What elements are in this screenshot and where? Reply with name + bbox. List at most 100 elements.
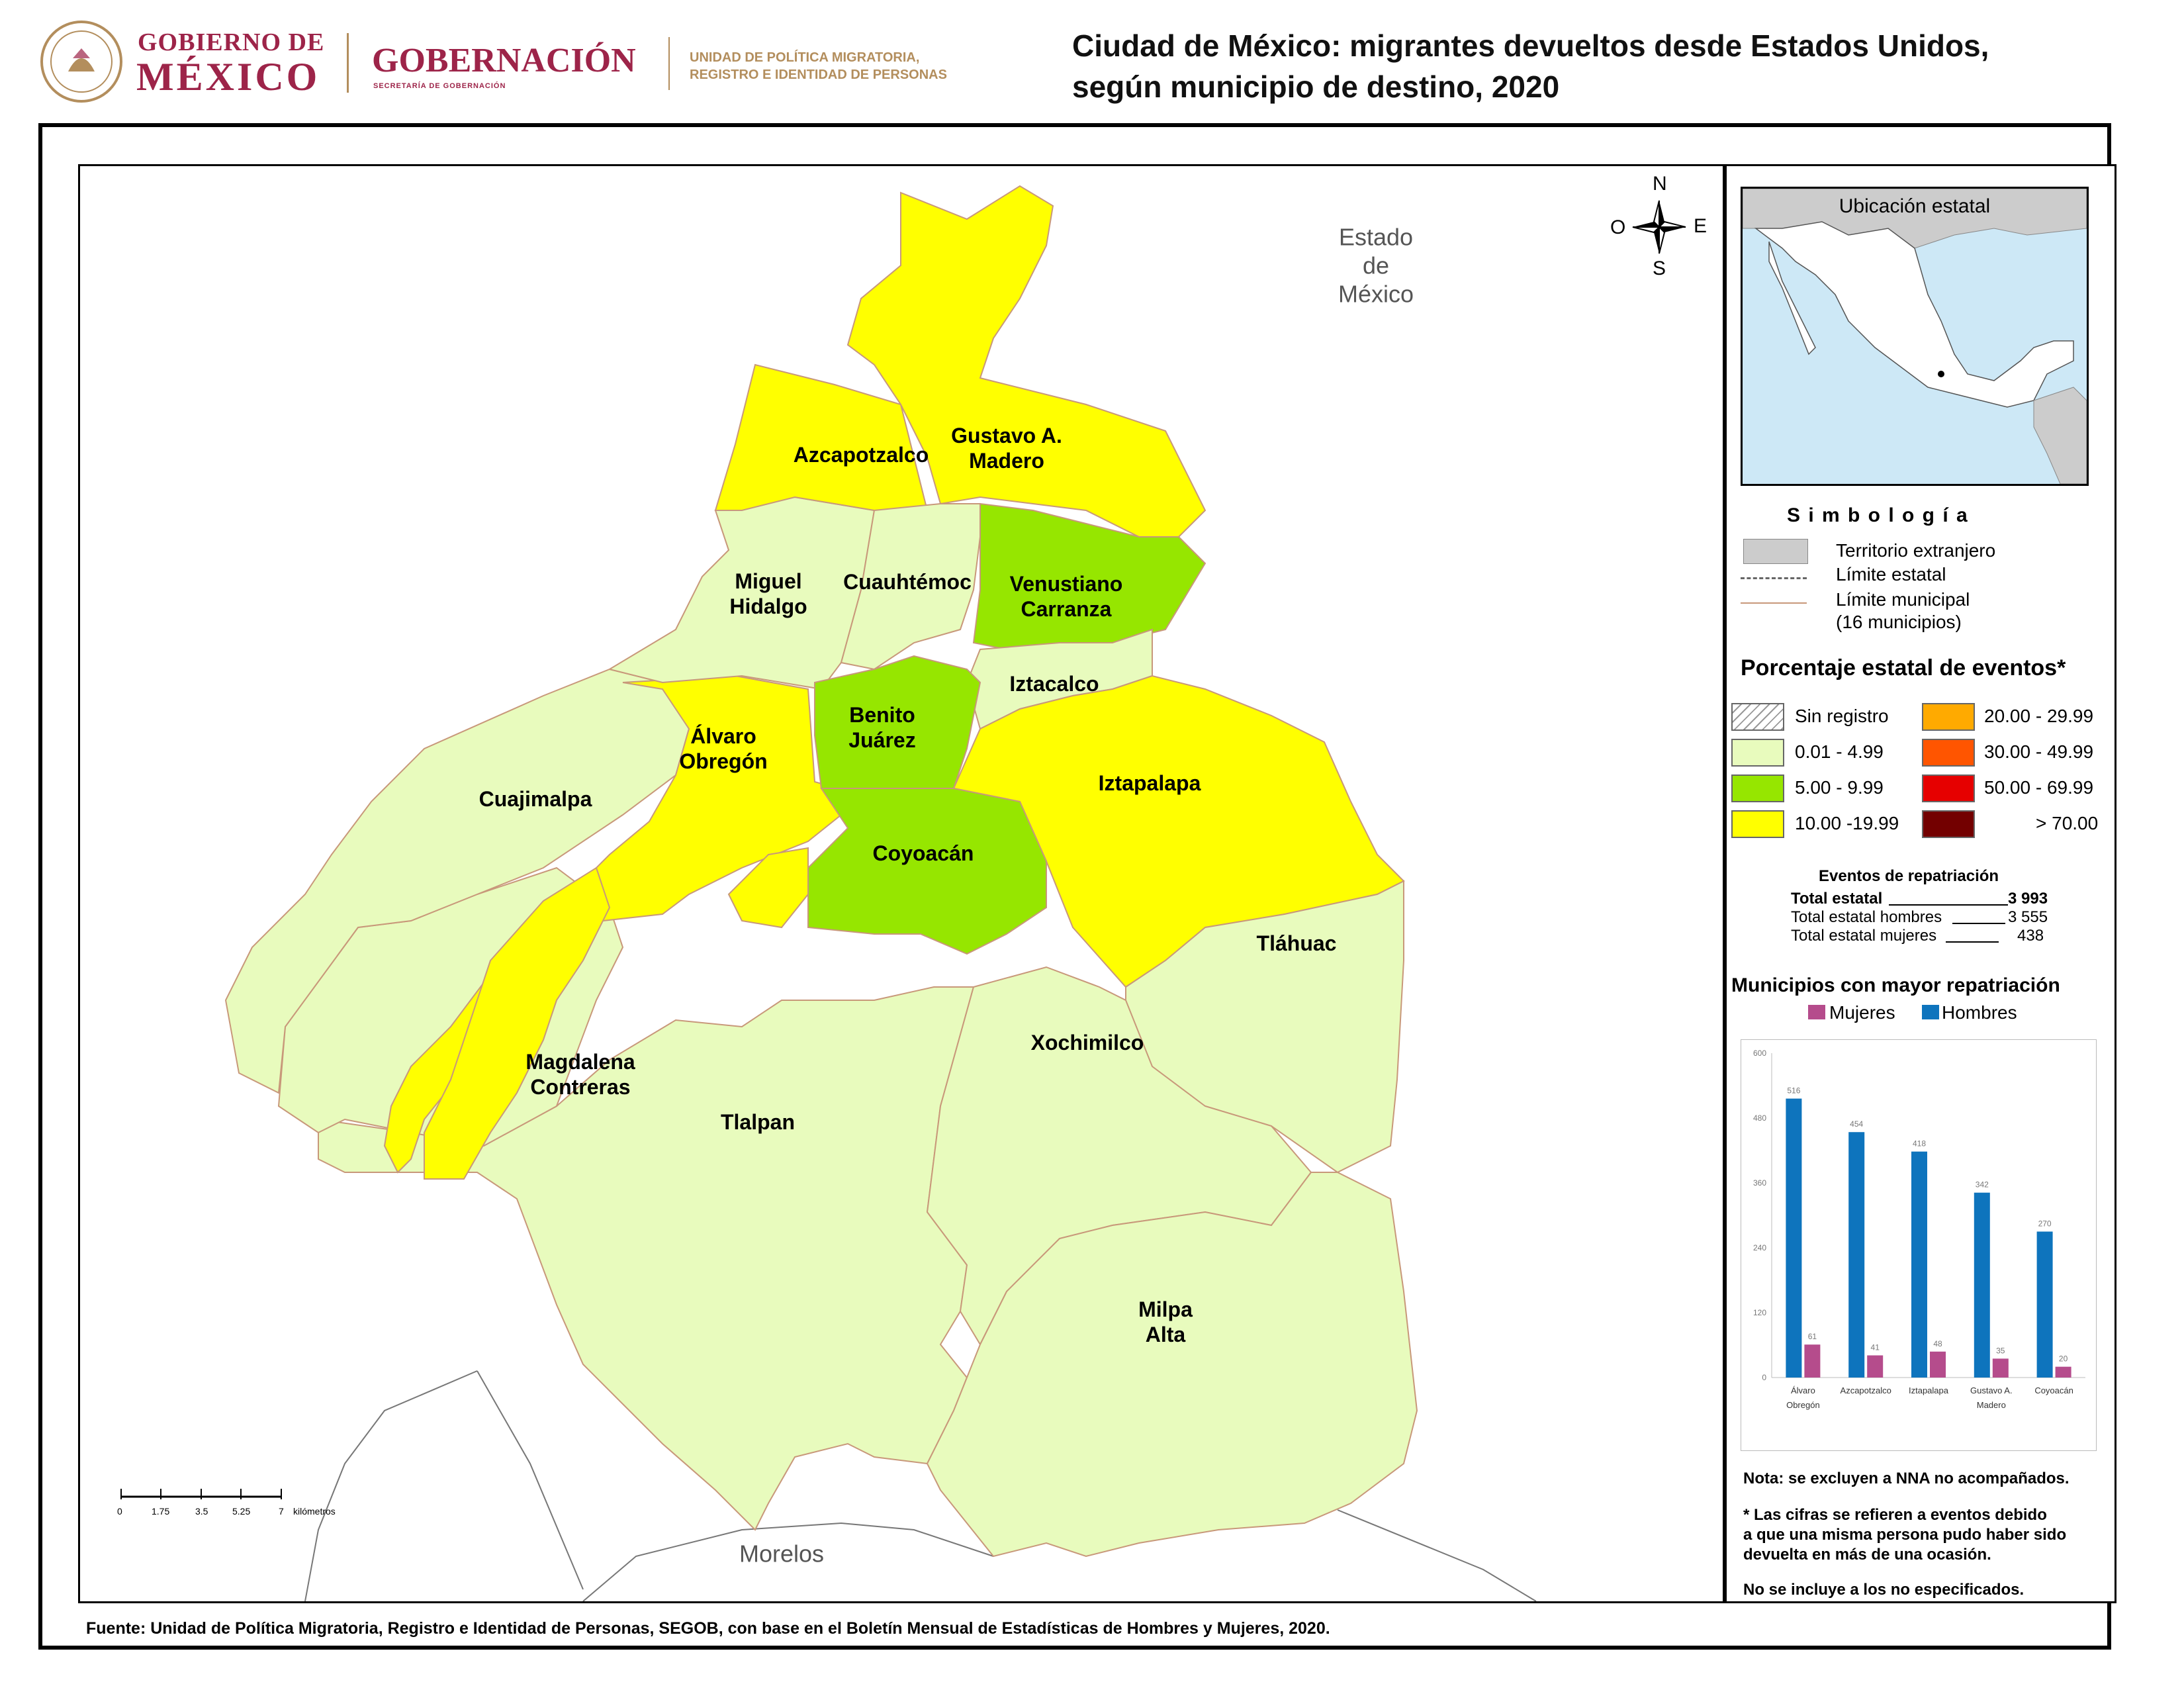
chart-box: 0 120 240 360 480 600 516 61 Álvaro Obregón 454 41 A… bbox=[1741, 1039, 2097, 1451]
limite-estatal-line bbox=[1741, 577, 1807, 579]
asterisk-note: * Las cifras se refieren a eventos debid… bbox=[1743, 1505, 2066, 1565]
x-tick-label: Álvaro bbox=[1791, 1385, 1815, 1395]
x-tick-label: Madero bbox=[1977, 1400, 2006, 1410]
data-label: 270 bbox=[2038, 1219, 2052, 1229]
label-alvaro-obregon: Álvaro Obregón bbox=[679, 724, 768, 773]
data-label: 41 bbox=[1871, 1343, 1880, 1352]
seal-icon bbox=[40, 21, 122, 103]
logo-line2: MÉXICO bbox=[136, 55, 320, 99]
page-title: Ciudad de México: migrantes devueltos de… bbox=[1072, 25, 1989, 107]
label-gustavo-madero: Gustavo A. Madero bbox=[951, 424, 1062, 473]
unidad-line1: UNIDAD DE POLÍTICA MIGRATORIA, bbox=[690, 50, 920, 65]
scale-bar bbox=[120, 1489, 282, 1499]
bar-mujeres bbox=[2055, 1366, 2071, 1378]
label-morelos: Morelos bbox=[739, 1540, 825, 1568]
bar-hombres bbox=[1786, 1098, 1802, 1378]
label-tlahuac: Tláhuac bbox=[1256, 931, 1337, 955]
legend-hombres-swatch bbox=[1922, 1005, 1939, 1019]
logo-line1: GOBIERNO DE bbox=[138, 28, 325, 56]
gobierno-mexico-logo: GOBIERNO DE MÉXICO bbox=[38, 19, 343, 105]
territorio-label: Territorio extranjero bbox=[1836, 540, 1996, 561]
label-cuajimalpa: Cuajimalpa bbox=[478, 787, 592, 811]
inset-title: Ubicación estatal bbox=[1839, 195, 1991, 217]
source-footer: Fuente: Unidad de Política Migratoria, R… bbox=[86, 1619, 1330, 1638]
total-estatal-label: Total estatal bbox=[1791, 890, 1883, 908]
label-tlalpan: Tlalpan bbox=[720, 1110, 796, 1134]
data-label: 342 bbox=[1976, 1180, 1989, 1190]
region-milpa-alta bbox=[926, 1172, 1418, 1558]
total-mujeres-label: Total estatal mujeres bbox=[1791, 927, 1937, 945]
region-coyoacan bbox=[807, 788, 1047, 955]
morelos-boundary bbox=[304, 1370, 1537, 1601]
data-label: 418 bbox=[1913, 1139, 1926, 1149]
total-hombres-leader bbox=[1952, 923, 2005, 924]
region-alvaro-obregon-west bbox=[424, 867, 611, 1180]
region-cuauhtemoc bbox=[840, 503, 981, 671]
compass-e: E bbox=[1694, 215, 1707, 237]
cat-30-50: 30.00 - 49.99 bbox=[1984, 741, 2094, 762]
inset-map: Ubicación estatal bbox=[1741, 187, 2089, 486]
swatch-sin-registro bbox=[1731, 703, 1784, 731]
compass-s: S bbox=[1653, 258, 1666, 279]
label-miguel-hidalgo: Miguel Hidalgo bbox=[729, 569, 807, 618]
x-tick-label: Coyoacán bbox=[2034, 1385, 2073, 1395]
x-tick-label: Obregón bbox=[1786, 1400, 1820, 1410]
label-estado-mexico: Estado de México bbox=[1338, 223, 1414, 308]
swatch-30-50 bbox=[1922, 739, 1975, 767]
label-xochimilco: Xochimilco bbox=[1030, 1031, 1144, 1055]
data-label: 35 bbox=[1996, 1346, 2005, 1355]
swatch-5-10 bbox=[1731, 774, 1784, 802]
label-milpa-alta: Milpa Alta bbox=[1138, 1297, 1193, 1346]
logo-divider bbox=[347, 33, 349, 93]
gobernacion-logo: GOBERNACIÓN bbox=[372, 42, 636, 79]
bar-hombres bbox=[2036, 1231, 2053, 1378]
simbologia-title: S i m b o l o g í a bbox=[1787, 504, 1969, 526]
data-label: 516 bbox=[1787, 1086, 1800, 1096]
total-hombres-label: Total estatal hombres bbox=[1791, 908, 1942, 926]
swatch-20-30 bbox=[1922, 703, 1975, 731]
bar-hombres bbox=[1911, 1151, 1927, 1378]
compass-o: O bbox=[1610, 216, 1626, 238]
total-mujeres-leader bbox=[1946, 941, 1999, 943]
porcentaje-title: Porcentaje estatal de eventos* bbox=[1741, 655, 2066, 680]
total-hombres-value: 3 555 bbox=[2008, 908, 2048, 926]
title-line2: según municipio de destino, 2020 bbox=[1072, 70, 1560, 104]
limite-municipal-line bbox=[1741, 602, 1807, 604]
unidad-text: UNIDAD DE POLÍTICA MIGRATORIA, REGISTRO … bbox=[690, 49, 947, 83]
label-iztacalco: Iztacalco bbox=[1009, 672, 1099, 696]
swatch-10-20 bbox=[1731, 810, 1784, 838]
legend-hombres: Hombres bbox=[1942, 1002, 2017, 1023]
cat-50-70: 50.00 - 69.99 bbox=[1984, 777, 2094, 798]
scale-tick-4: 7 bbox=[279, 1506, 284, 1517]
region-azcapotzalco bbox=[714, 363, 929, 511]
data-label: 454 bbox=[1850, 1119, 1863, 1129]
cat-0-5: 0.01 - 4.99 bbox=[1795, 741, 1884, 762]
cat-20-30: 20.00 - 29.99 bbox=[1984, 706, 2094, 726]
bar-mujeres bbox=[1930, 1351, 1946, 1378]
data-label: 20 bbox=[2059, 1354, 2068, 1364]
swatch-50-70 bbox=[1922, 774, 1975, 802]
unidad-line2: REGISTRO E IDENTIDAD DE PERSONAS bbox=[690, 68, 947, 82]
title-line1: Ciudad de México: migrantes devueltos de… bbox=[1072, 28, 1989, 63]
secretaria-text: SECRETARÍA DE GOBERNACIÓN bbox=[373, 82, 506, 90]
bar-mujeres bbox=[1867, 1355, 1884, 1378]
y-tick-label: 240 bbox=[1753, 1243, 1766, 1252]
eventos-title: Eventos de repatriación bbox=[1819, 867, 1999, 885]
label-iztapalapa: Iztapalapa bbox=[1098, 771, 1201, 795]
cat-10-20: 10.00 -19.99 bbox=[1795, 813, 1899, 833]
asterisk-line3: devuelta en más de una ocasión. bbox=[1743, 1546, 1991, 1564]
label-cuauhtemoc: Cuauhtémoc bbox=[843, 570, 972, 594]
y-tick-label: 600 bbox=[1753, 1049, 1766, 1058]
bar-chart: 0 120 240 360 480 600 516 61 Álvaro Obregón 454 41 A… bbox=[1753, 1049, 2085, 1410]
x-tick-label: Gustavo A. bbox=[1970, 1385, 2013, 1395]
map-panel: Estado de México Morelos N S E O 0 1.75 … bbox=[78, 164, 1725, 1603]
cat-5-10: 5.00 - 9.99 bbox=[1795, 777, 1884, 798]
bar-hombres bbox=[1974, 1192, 1990, 1378]
limite-municipal-label: Límite municipal bbox=[1836, 589, 1970, 610]
swatch-0-5 bbox=[1731, 739, 1784, 767]
region-venustiano-carranza bbox=[972, 502, 1206, 651]
region-benito-juarez bbox=[814, 655, 981, 789]
compass-n: N bbox=[1653, 173, 1667, 195]
bar-hombres bbox=[1848, 1132, 1865, 1378]
scale-tick-2: 3.5 bbox=[195, 1506, 208, 1517]
